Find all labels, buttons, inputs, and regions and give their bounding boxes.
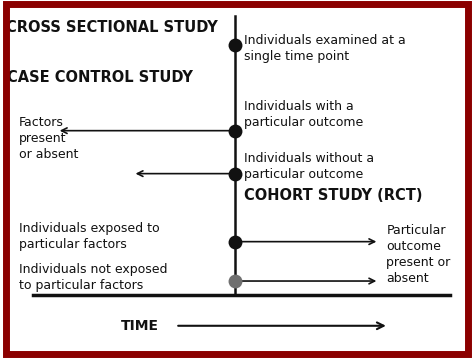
Point: [231, 239, 238, 245]
Point: [231, 171, 238, 176]
Text: Individuals with a
particular outcome: Individuals with a particular outcome: [244, 100, 364, 129]
Text: CROSS SECTIONAL STUDY: CROSS SECTIONAL STUDY: [6, 20, 217, 35]
Text: Individuals examined at a
single time point: Individuals examined at a single time po…: [244, 34, 406, 63]
Text: TIME: TIME: [121, 319, 159, 333]
Text: Individuals not exposed
to particular factors: Individuals not exposed to particular fa…: [19, 263, 167, 292]
Text: Individuals exposed to
particular factors: Individuals exposed to particular factor…: [19, 222, 160, 251]
Text: COHORT STUDY (RCT): COHORT STUDY (RCT): [244, 188, 423, 203]
Point: [231, 278, 238, 284]
Text: CASE CONTROL STUDY: CASE CONTROL STUDY: [7, 70, 192, 85]
Text: Individuals without a
particular outcome: Individuals without a particular outcome: [244, 152, 374, 181]
Point: [231, 128, 238, 134]
Text: Particular
outcome
present or
absent: Particular outcome present or absent: [386, 224, 451, 285]
Point: [231, 42, 238, 48]
Text: Factors
present
or absent: Factors present or absent: [19, 116, 78, 161]
